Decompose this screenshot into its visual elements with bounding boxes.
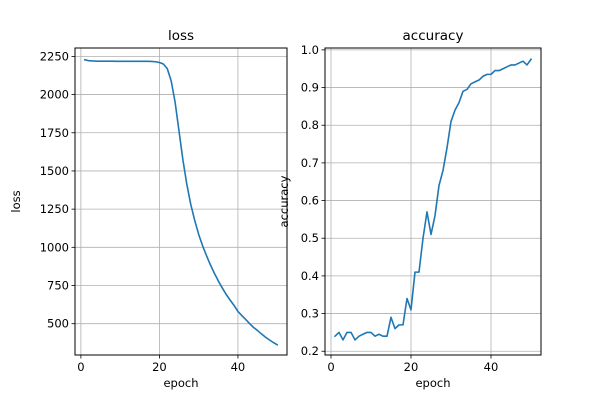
loss-ticks: 0 20 40 500 750 1000 1250 1500 1750 2000 2250 [40, 49, 246, 374]
accuracy-line-layer [333, 58, 533, 341]
accuracy-grid [325, 48, 541, 355]
loss-x-tick-label: 0 [77, 360, 84, 374]
accuracy-series-line [333, 58, 533, 341]
loss-x-tick-label: 40 [231, 360, 246, 374]
accuracy-x-tick-label: 40 [484, 360, 499, 374]
accuracy-x-tick-label: 20 [404, 360, 419, 374]
accuracy-y-tick-label: 0.7 [301, 156, 319, 170]
loss-title: loss [168, 28, 194, 44]
accuracy-plot-frame [324, 47, 542, 356]
accuracy-y-tick-label: 0.2 [301, 344, 319, 358]
accuracy-title: accuracy [403, 28, 464, 44]
accuracy-y-tick-label: 0.3 [301, 307, 319, 321]
accuracy-y-tick-label: 0.6 [301, 194, 319, 208]
loss-y-tick-label: 1000 [40, 240, 69, 254]
accuracy-y-tick-label: 0.9 [301, 81, 319, 95]
loss-y-tick-label: 2000 [40, 88, 69, 102]
accuracy-y-tick-label: 0.5 [301, 231, 319, 245]
loss-y-tick-label: 1250 [40, 202, 69, 216]
loss-plot-frame [74, 47, 288, 356]
accuracy-y-tick-label: 1.0 [301, 43, 319, 57]
loss-y-tick-label: 1500 [40, 164, 69, 178]
loss-line-layer [83, 58, 279, 346]
accuracy-x-axis-label: epoch [415, 376, 450, 390]
loss-y-tick-label: 500 [47, 317, 69, 331]
loss-y-axis-label: loss [9, 190, 23, 212]
loss-grid [75, 48, 287, 355]
loss-y-tick-label: 2250 [40, 49, 69, 63]
accuracy-y-tick-label: 0.8 [301, 118, 319, 132]
loss-y-tick-label: 750 [47, 279, 69, 293]
loss-y-tick-label: 1750 [40, 126, 69, 140]
loss-series-line [83, 58, 279, 346]
accuracy-chart: 0 20 40 0.2 0.3 0.4 0.5 0.6 0.7 0.8 0.9 1.0 accurac… [277, 28, 542, 390]
loss-chart: 0 20 40 500 750 1000 1250 1500 1750 2000 2250 loss… [9, 28, 288, 390]
accuracy-ticks: 0 20 40 0.2 0.3 0.4 0.5 0.6 0.7 0.8 0.9 1.0 [301, 43, 499, 374]
accuracy-x-tick-label: 0 [327, 360, 334, 374]
accuracy-y-tick-label: 0.4 [301, 269, 319, 283]
loss-x-tick-label: 20 [152, 360, 167, 374]
accuracy-y-axis-label: accuracy [277, 175, 291, 227]
loss-x-axis-label: epoch [163, 376, 198, 390]
